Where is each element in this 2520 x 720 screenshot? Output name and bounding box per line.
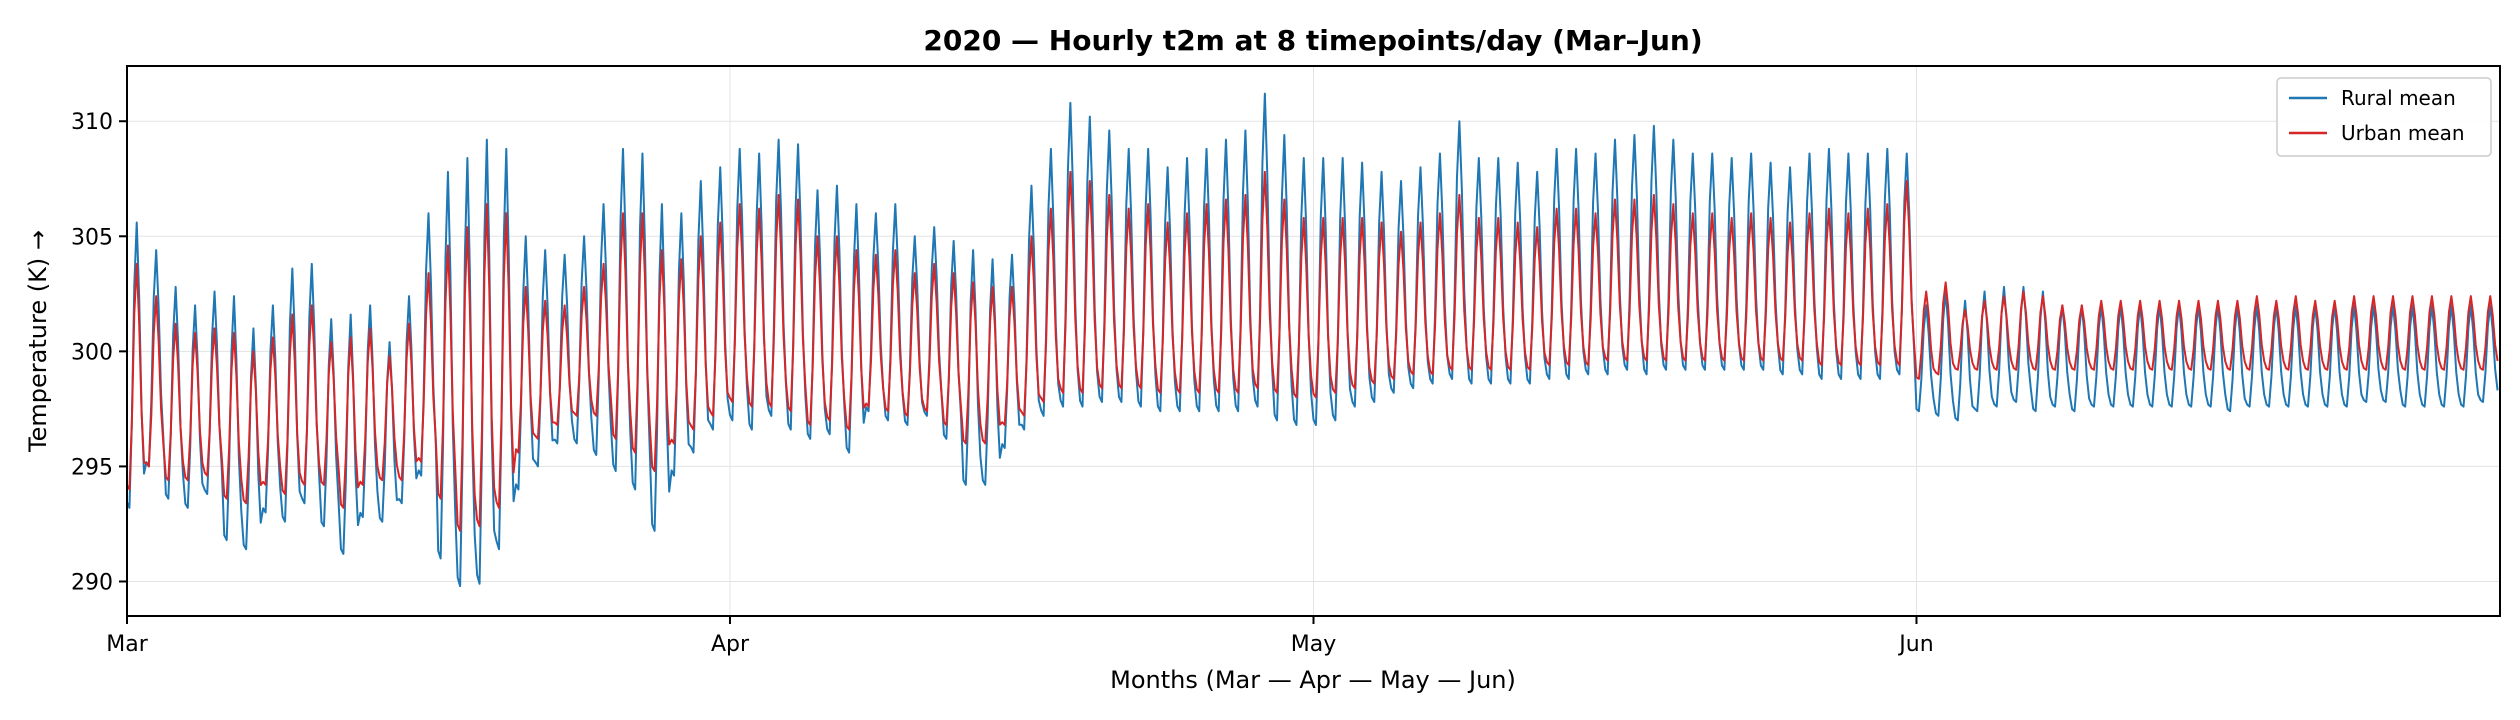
y-tick-label: 290 — [71, 570, 113, 595]
y-axis-label: Temperature (K) → — [24, 230, 52, 453]
y-tick-label: 295 — [71, 455, 113, 480]
chart-title: 2020 — Hourly t2m at 8 timepoints/day (M… — [923, 24, 1702, 57]
legend-label: Rural mean — [2341, 86, 2456, 110]
legend: Rural mean Urban mean — [2276, 77, 2492, 157]
x-tick-label: Apr — [711, 632, 750, 657]
y-tick-label: 300 — [71, 340, 113, 365]
x-axis: Mar Apr May Jun — [106, 616, 1934, 657]
y-tick-label: 310 — [71, 110, 113, 135]
x-tick-label: May — [1291, 632, 1336, 657]
legend-box — [2276, 77, 2492, 157]
x-tick-label: Jun — [1897, 632, 1933, 657]
y-axis: 290 295 300 305 310 — [71, 110, 127, 595]
x-tick-label: Mar — [106, 632, 148, 657]
series-line-urban-mean — [126, 170, 2499, 532]
y-tick-label: 305 — [71, 225, 113, 250]
series-group — [126, 92, 2499, 588]
legend-label: Urban mean — [2341, 121, 2465, 145]
x-axis-label: Months (Mar — Apr — May — Jun) — [1110, 666, 1516, 694]
